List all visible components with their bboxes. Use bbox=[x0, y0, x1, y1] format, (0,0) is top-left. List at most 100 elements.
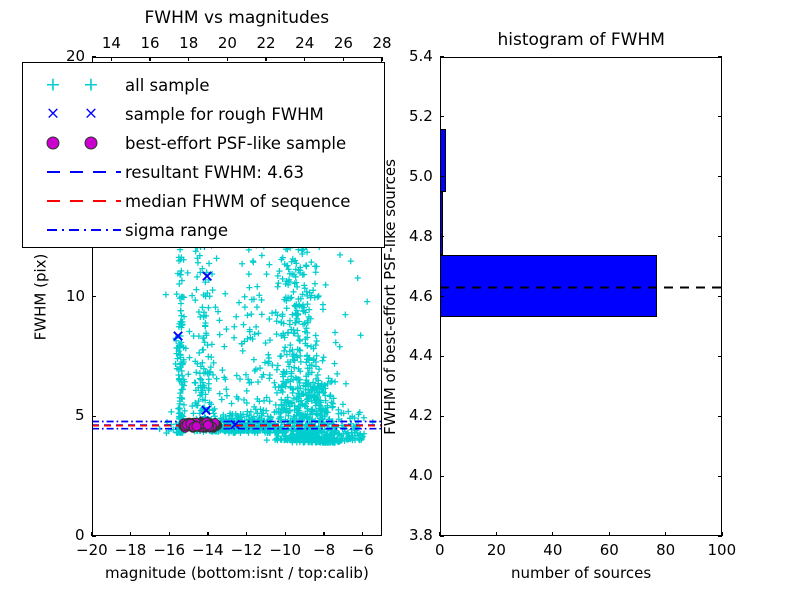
right-yticklabel: 4.0 bbox=[409, 466, 433, 485]
right-xticklabel: 40 bbox=[543, 541, 563, 559]
legend-label-4: median FHWM of sequence bbox=[125, 191, 351, 211]
legend-marker-plus-icon: + bbox=[45, 73, 61, 96]
right-ytick-right bbox=[718, 116, 722, 118]
right-ytick bbox=[440, 535, 444, 537]
right-xaxis-label: number of sources bbox=[511, 564, 652, 582]
left-yticklabel: 5 bbox=[75, 406, 85, 425]
legend-sample-dashed-icon bbox=[29, 190, 121, 212]
left-xticklabel: −20 bbox=[76, 541, 108, 559]
left-xticklabel: −12 bbox=[230, 541, 263, 559]
legend-label-5: sigma range bbox=[125, 220, 229, 240]
left-ytick bbox=[92, 295, 96, 298]
left-xtick-bottom bbox=[130, 532, 132, 536]
left-xticklabel-top: 24 bbox=[295, 34, 315, 52]
right-ytick-right bbox=[718, 236, 722, 238]
legend-box: + + all sample × × sample for rough FWHM best-… bbox=[22, 62, 385, 248]
legend-item-3[interactable]: resultant FWHM: 4.63 bbox=[29, 159, 380, 185]
left-xticklabel: −18 bbox=[114, 541, 147, 559]
left-xticklabel: −16 bbox=[153, 541, 185, 559]
left-xticklabel-top: 20 bbox=[217, 34, 237, 52]
left-xtick-top bbox=[188, 57, 190, 61]
right-ytick bbox=[440, 176, 444, 178]
left-xtick-top bbox=[304, 57, 306, 61]
left-xtick-bottom bbox=[168, 532, 170, 536]
left-xtick-bottom bbox=[323, 532, 325, 536]
legend-label-3: resultant FWHM: 4.63 bbox=[125, 162, 304, 182]
histogram-bar bbox=[440, 254, 658, 318]
legend-item-5[interactable]: sigma range bbox=[29, 217, 380, 243]
right-ytick-right bbox=[718, 355, 722, 357]
left-xtick-bottom bbox=[284, 532, 286, 536]
left-panel-title: FWHM vs magnitudes bbox=[144, 8, 330, 28]
legend-sample-cross-icon: × × bbox=[29, 103, 121, 125]
right-ytick bbox=[440, 355, 444, 357]
legend-sample-dashed-icon bbox=[29, 161, 121, 183]
legend-label-0: all sample bbox=[125, 75, 210, 95]
legend-item-1[interactable]: × × sample for rough FWHM bbox=[29, 101, 380, 127]
left-ytick bbox=[92, 56, 96, 58]
legend-label-1: sample for rough FWHM bbox=[125, 104, 324, 124]
right-ytick-right bbox=[718, 56, 722, 58]
right-xticklabel: 60 bbox=[599, 541, 619, 559]
right-yticklabel: 4.4 bbox=[409, 346, 433, 365]
legend-marker-plus-icon: + bbox=[83, 73, 99, 96]
right-ytick bbox=[440, 116, 444, 118]
legend-item-2[interactable]: best-effort PSF-like sample bbox=[29, 130, 380, 156]
histogram-bar bbox=[440, 128, 446, 192]
right-xtick bbox=[665, 532, 667, 536]
left-xticklabel-top: 26 bbox=[333, 34, 353, 52]
right-xtick bbox=[721, 532, 723, 536]
right-ytick bbox=[440, 56, 444, 58]
left-ytick bbox=[92, 535, 96, 537]
left-xtick-bottom bbox=[91, 532, 93, 536]
right-xticklabel: 100 bbox=[707, 541, 737, 559]
legend-sample-plus-icon: + + bbox=[29, 74, 121, 96]
left-xticklabel: −6 bbox=[351, 541, 374, 559]
left-xticklabel: −10 bbox=[269, 541, 301, 559]
left-xtick-bottom bbox=[207, 532, 209, 536]
right-ytick-right bbox=[718, 295, 722, 298]
left-xtick-bottom bbox=[362, 532, 364, 536]
right-xtick bbox=[495, 532, 497, 536]
legend-sample-dashdot-icon bbox=[29, 219, 121, 241]
right-yticklabel: 5.2 bbox=[409, 106, 433, 125]
right-xticklabel: 0 bbox=[435, 541, 445, 559]
right-yticklabel: 4.2 bbox=[409, 406, 433, 425]
right-xticklabel: 80 bbox=[656, 541, 676, 559]
right-ytick-right bbox=[718, 415, 722, 417]
right-ytick-right bbox=[718, 475, 722, 477]
legend-item-4[interactable]: median FHWM of sequence bbox=[29, 188, 380, 214]
right-ytick bbox=[440, 236, 444, 238]
histogram-bar bbox=[440, 191, 443, 255]
psf-like-points bbox=[178, 417, 223, 433]
left-ytick bbox=[92, 415, 96, 417]
legend-marker-dot-icon bbox=[84, 136, 98, 150]
left-xticklabel: −14 bbox=[192, 541, 224, 559]
right-ytick-right bbox=[718, 176, 722, 178]
right-ytick-right bbox=[718, 535, 722, 537]
right-yticklabel: 4.8 bbox=[409, 226, 433, 245]
left-xaxis-label: magnitude (bottom:isnt / top:calib) bbox=[105, 564, 369, 582]
right-yticklabel: 5.4 bbox=[409, 47, 433, 65]
right-xtick bbox=[608, 532, 610, 536]
right-yticklabel: 3.8 bbox=[409, 526, 433, 544]
right-yticklabel: 5.0 bbox=[409, 166, 433, 185]
right-yticklabel: 4.6 bbox=[409, 286, 433, 305]
left-xticklabel: −8 bbox=[313, 541, 336, 559]
legend-marker-dot-icon bbox=[46, 136, 60, 150]
left-xticklabel-top: 22 bbox=[256, 34, 276, 52]
legend-marker-cross-icon: × bbox=[45, 103, 61, 124]
right-xticklabel: 20 bbox=[486, 541, 506, 559]
left-xtick-top bbox=[149, 57, 151, 61]
legend-label-2: best-effort PSF-like sample bbox=[125, 133, 347, 153]
left-yticklabel: 0 bbox=[75, 526, 85, 544]
right-ytick bbox=[440, 415, 444, 417]
left-xticklabel-top: 14 bbox=[101, 34, 121, 52]
right-panel-title: histogram of FWHM bbox=[497, 30, 665, 50]
fwhm-annotation-lines bbox=[93, 420, 381, 430]
left-xticklabel-top: 28 bbox=[372, 34, 392, 52]
left-xtick-top bbox=[342, 57, 344, 61]
legend-item-0[interactable]: + + all sample bbox=[29, 72, 380, 98]
